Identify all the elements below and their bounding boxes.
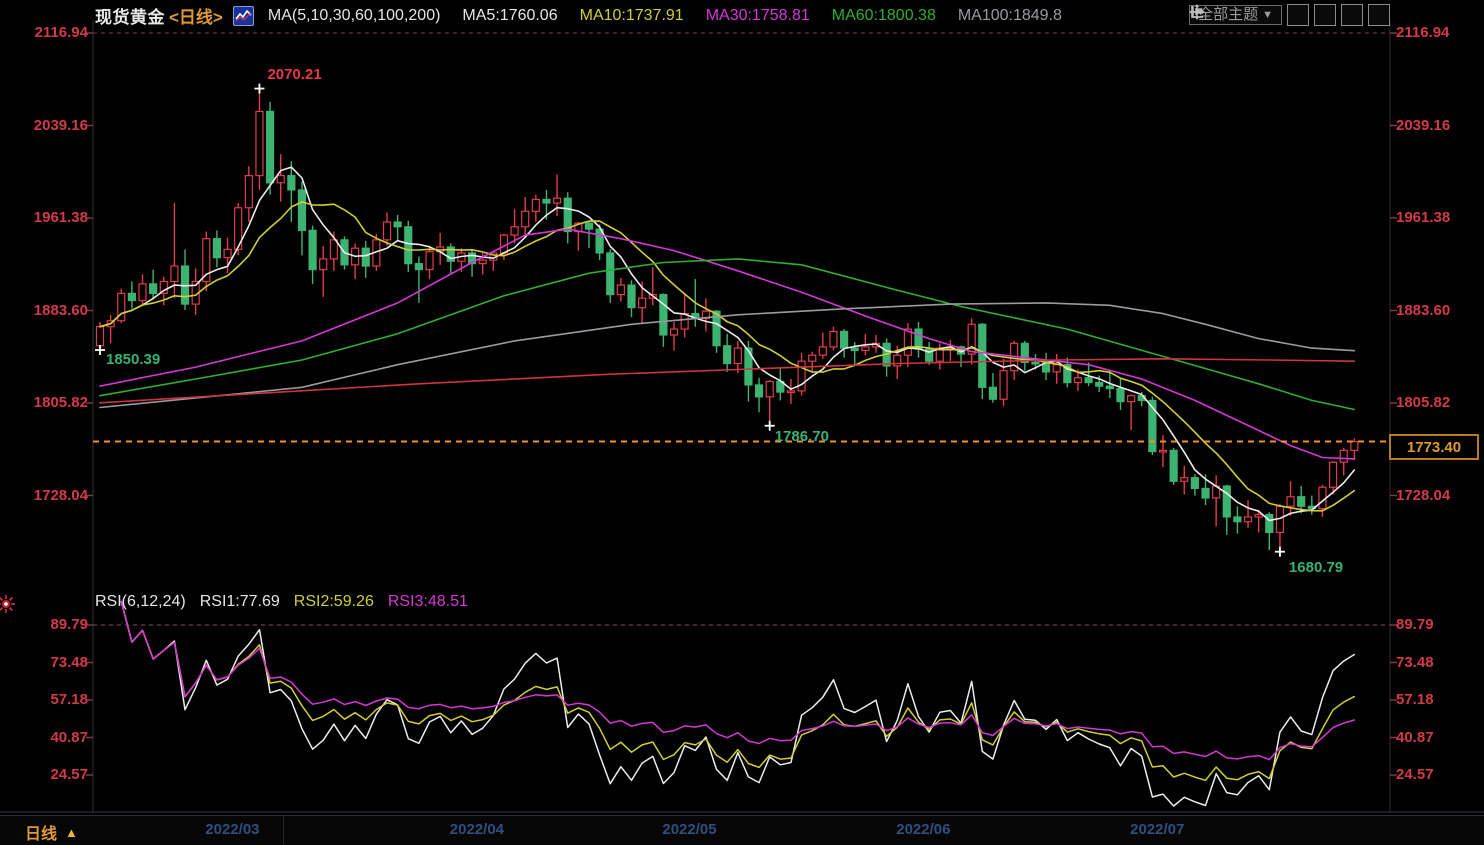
- axis-tick-label: 1728.04: [1396, 486, 1451, 504]
- period-tag: <日线>: [169, 8, 223, 27]
- ma5-value: MA5:1760.06: [462, 6, 558, 24]
- month-label: 2022/07: [1130, 821, 1185, 838]
- pan-crosshair-icon[interactable]: [1189, 4, 1309, 26]
- month-label: 2022/06: [896, 821, 951, 838]
- bottom-bar-divider: [283, 816, 284, 845]
- axis-play-icon[interactable]: [1191, 4, 1363, 26]
- ma60-value: MA60:1800.38: [831, 6, 936, 24]
- axis-tick-label: 1961.38: [33, 209, 88, 226]
- period-selector-label: 日线: [25, 826, 58, 843]
- month-label: 2022/05: [662, 821, 717, 838]
- axis-tick-label: 73.48: [1396, 653, 1434, 671]
- axis-tick-label: 2116.94: [1396, 24, 1450, 41]
- theme-selector-label: 全部主题: [1198, 6, 1259, 23]
- instrument-title: 现货黄金: [95, 8, 165, 27]
- axis-tick-label: 1883.60: [1396, 301, 1451, 319]
- ma10-value: MA10:1737.91: [579, 6, 684, 24]
- month-label: 2022/03: [205, 821, 260, 838]
- axis-tick-label: 1805.82: [33, 394, 88, 411]
- ma30-value: MA30:1758.81: [705, 6, 810, 24]
- axis-tick-label: 40.87: [1396, 728, 1434, 746]
- period-selector[interactable]: 日线 ▲: [25, 820, 78, 844]
- axis-tick-label: 1961.38: [1396, 209, 1451, 226]
- rsi-header: RSI(6,12,24) RSI1:77.69 RSI2:59.26 RSI3:…: [95, 593, 468, 611]
- current-price-box: 1773.40: [1389, 434, 1479, 460]
- axis-tick-label: 24.57: [1396, 766, 1434, 783]
- rsi3-value: RSI3:48.51: [387, 593, 468, 610]
- alert-starburst-icon[interactable]: [0, 592, 18, 616]
- price-annotation: 1680.79: [1288, 558, 1344, 576]
- axis-tick-label: 24.57: [50, 766, 88, 783]
- price-annotation: 1786.70: [774, 427, 829, 445]
- axis-tick-label: 89.79: [50, 616, 88, 633]
- header-bar: 现货黄金 <日线> MA(5,10,30,60,100,200) MA5:176…: [0, 0, 1484, 28]
- axis-tick-label: 2039.16: [1396, 116, 1451, 134]
- axis-tick-label: 1728.04: [33, 486, 88, 504]
- month-label: 2022/04: [449, 821, 505, 838]
- axis-tick-label: 57.18: [50, 691, 88, 708]
- axis-tick-label: 57.18: [1396, 691, 1434, 708]
- title-group: 现货黄金 <日线> MA(5,10,30,60,100,200) MA5:176…: [95, 3, 1062, 28]
- chevron-down-icon: ▼: [1262, 9, 1273, 21]
- axis-tick-label: 73.48: [50, 653, 88, 671]
- theme-selector-button[interactable]: 全部主题 ▼: [1189, 5, 1282, 25]
- rsi2-value: RSI2:59.26: [293, 593, 374, 610]
- rsi-settings-label: RSI(6,12,24): [95, 593, 186, 610]
- flag-export-icon[interactable]: [1192, 4, 1390, 26]
- axis-tick-label: 2039.16: [33, 116, 88, 134]
- axis-tick-label: 1805.82: [1396, 394, 1451, 411]
- time-axis-bar: 日线 ▲ 2022/03 2022/04 2022/05 2022/06 2022/07: [0, 815, 1484, 845]
- rsi1-value: RSI1:77.69: [199, 593, 280, 610]
- ma100-value: MA100:1849.8: [957, 6, 1062, 24]
- price-annotation: 1850.39: [106, 350, 161, 368]
- toolbar: 全部主题 ▼: [1189, 4, 1390, 26]
- current-price-value: 1773.40: [1406, 438, 1462, 456]
- axis-tick-label: 89.79: [1396, 616, 1434, 633]
- axis-tick-label: 1883.60: [33, 301, 88, 319]
- candlestick-chart-icon[interactable]: [232, 5, 254, 26]
- axis-tick-label: 2116.94: [34, 24, 88, 41]
- ma-settings-label: MA(5,10,30,60,100,200): [267, 6, 441, 24]
- triangle-up-icon: ▲: [65, 824, 78, 840]
- axis-candle-icon[interactable]: [1191, 4, 1336, 26]
- axis-tick-label: 40.87: [50, 728, 88, 746]
- price-annotation: 2070.21: [267, 65, 322, 83]
